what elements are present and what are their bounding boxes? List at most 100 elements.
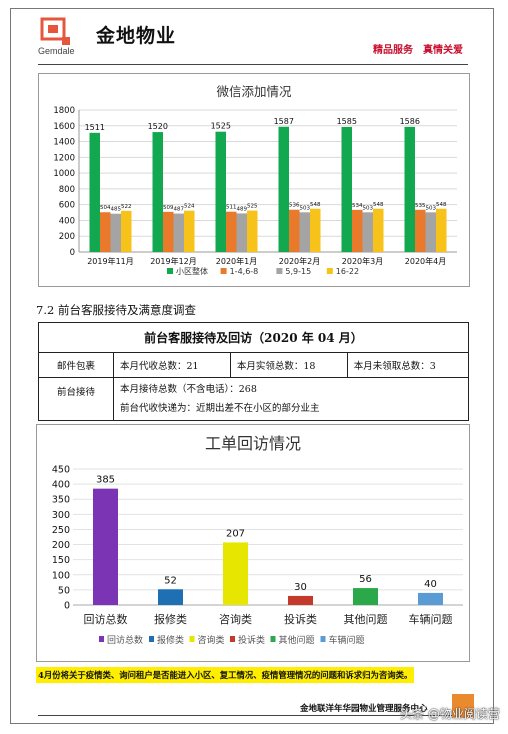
footer-square bbox=[452, 694, 474, 718]
bar bbox=[184, 210, 195, 252]
bar bbox=[415, 209, 426, 252]
page-frame bbox=[10, 8, 494, 724]
bar bbox=[288, 595, 313, 605]
mail-label: 邮件包裹 bbox=[38, 352, 114, 378]
bar bbox=[299, 212, 310, 252]
legend-label: 咨询类 bbox=[198, 634, 225, 646]
y-tick-label: 250 bbox=[52, 525, 70, 536]
bar bbox=[236, 213, 247, 252]
y-tick-label: 100 bbox=[52, 570, 70, 581]
y-tick-label: 600 bbox=[59, 201, 75, 211]
mail-collected: 本月实领总数：18 bbox=[229, 352, 348, 378]
data-label: 548 bbox=[373, 202, 384, 208]
data-label: 1520 bbox=[148, 122, 168, 131]
data-label: 487 bbox=[174, 207, 185, 213]
bar bbox=[289, 209, 300, 252]
data-label: 489 bbox=[237, 206, 248, 212]
legend-swatch bbox=[326, 268, 333, 274]
bar bbox=[436, 208, 447, 252]
x-tick-label: 2020年2月 bbox=[279, 256, 320, 266]
header-divider bbox=[38, 64, 468, 65]
bar bbox=[373, 208, 384, 252]
y-tick-label: 0 bbox=[64, 601, 70, 612]
legend-label: 小区整体 bbox=[176, 266, 208, 276]
data-label: 1586 bbox=[400, 117, 420, 126]
gemdale-logo-icon bbox=[40, 17, 70, 45]
bar bbox=[100, 212, 111, 252]
data-label: 548 bbox=[310, 202, 321, 208]
data-label: 524 bbox=[184, 204, 195, 210]
legend-swatch bbox=[276, 268, 283, 274]
y-tick-label: 1200 bbox=[53, 153, 75, 163]
data-label: 503 bbox=[363, 205, 374, 211]
wechat-chart-box: 微信添加情况 0 200 400 600 800 1000 1200 1400 1600 1800 1… bbox=[38, 73, 470, 287]
x-tick-label: 2019年12月 bbox=[150, 256, 197, 266]
legend-label: 其他问题 bbox=[279, 634, 315, 646]
bar bbox=[353, 588, 378, 605]
table-title: 前台客服接待及回访（2020 年 04 月） bbox=[38, 322, 469, 353]
watermark: 头条 @物业阅读营 bbox=[400, 707, 500, 721]
reception-total: 本月接待总数（不含电话）：268 bbox=[120, 384, 257, 395]
data-label: 511 bbox=[226, 205, 237, 211]
bar bbox=[418, 592, 443, 605]
data-label: 207 bbox=[226, 528, 245, 539]
legend-label: 车辆问题 bbox=[329, 634, 365, 646]
data-label: 1587 bbox=[274, 117, 294, 126]
bar bbox=[310, 208, 321, 252]
legend-label: 回访总数 bbox=[107, 634, 143, 646]
y-tick-label: 0 bbox=[70, 248, 75, 258]
chart-title: 工单回访情况 bbox=[205, 434, 301, 453]
footer-divider bbox=[38, 715, 468, 716]
bar bbox=[152, 132, 163, 252]
y-tick-label: 200 bbox=[52, 540, 70, 551]
bar bbox=[158, 589, 183, 605]
legend-label: 1-4,6-8 bbox=[230, 267, 259, 276]
y-tick-label: 400 bbox=[59, 216, 75, 226]
data-label: 522 bbox=[121, 204, 132, 210]
bar bbox=[163, 211, 174, 252]
section-heading: 7.2 前台客服接待及满意度调查 bbox=[36, 303, 196, 317]
note: 4月份将关于疫情类、询问租户是否能进入小区、复工情况、疫情管理情况的问题和诉求归… bbox=[36, 667, 415, 683]
legend-label: 投诉类 bbox=[238, 634, 265, 646]
y-tick-label: 1000 bbox=[53, 169, 75, 179]
x-tick-label: 2020年3月 bbox=[342, 256, 383, 266]
mail-received: 本月代收总数：21 bbox=[113, 352, 231, 378]
legend-swatch bbox=[99, 636, 104, 642]
bar bbox=[341, 126, 352, 252]
chart-title: 微信添加情况 bbox=[216, 84, 292, 99]
data-label: 548 bbox=[436, 202, 447, 208]
footer-org: 金地联洋年华园物业管理服务中心 bbox=[300, 704, 428, 714]
legend-swatch bbox=[320, 636, 326, 642]
legend-swatch bbox=[189, 636, 195, 642]
x-tick-label: 2020年1月 bbox=[216, 256, 257, 266]
y-tick-label: 1800 bbox=[53, 106, 75, 116]
legend-swatch bbox=[167, 268, 173, 274]
data-label: 1585 bbox=[337, 117, 357, 126]
bar bbox=[93, 488, 118, 605]
bar bbox=[404, 126, 415, 252]
y-tick-label: 200 bbox=[59, 232, 75, 242]
reception-note: 前台代收快递为：近期出差不在小区的部分业主 bbox=[120, 403, 320, 414]
slogan: 精品服务 真情关爱 bbox=[373, 45, 463, 56]
data-label: 503 bbox=[426, 205, 437, 211]
bar bbox=[362, 212, 373, 252]
y-tick-label: 150 bbox=[52, 555, 70, 566]
data-label: 1511 bbox=[85, 123, 105, 132]
x-tick-label: 车辆问题 bbox=[409, 612, 453, 626]
bar bbox=[215, 131, 226, 252]
x-tick-label: 投诉类 bbox=[284, 612, 317, 626]
workorder-chart: 工单回访情况 0 50 100 150 200 250 300 350 400 450 385 回访总数… bbox=[52, 434, 463, 646]
x-tick-label: 2019年11月 bbox=[87, 256, 134, 266]
company-name: 金地物业 bbox=[96, 25, 177, 47]
data-label: 485 bbox=[111, 207, 122, 213]
y-tick-label: 50 bbox=[58, 585, 70, 596]
data-label: 534 bbox=[352, 203, 363, 209]
x-tick-label: 咨询类 bbox=[219, 612, 252, 626]
legend-swatch bbox=[230, 636, 235, 642]
y-tick-label: 350 bbox=[52, 495, 70, 506]
data-label: 525 bbox=[247, 204, 258, 210]
data-label: 30 bbox=[294, 582, 307, 593]
data-label: 1525 bbox=[211, 122, 231, 131]
legend-label: 报修类 bbox=[157, 634, 184, 646]
bar bbox=[110, 213, 121, 252]
